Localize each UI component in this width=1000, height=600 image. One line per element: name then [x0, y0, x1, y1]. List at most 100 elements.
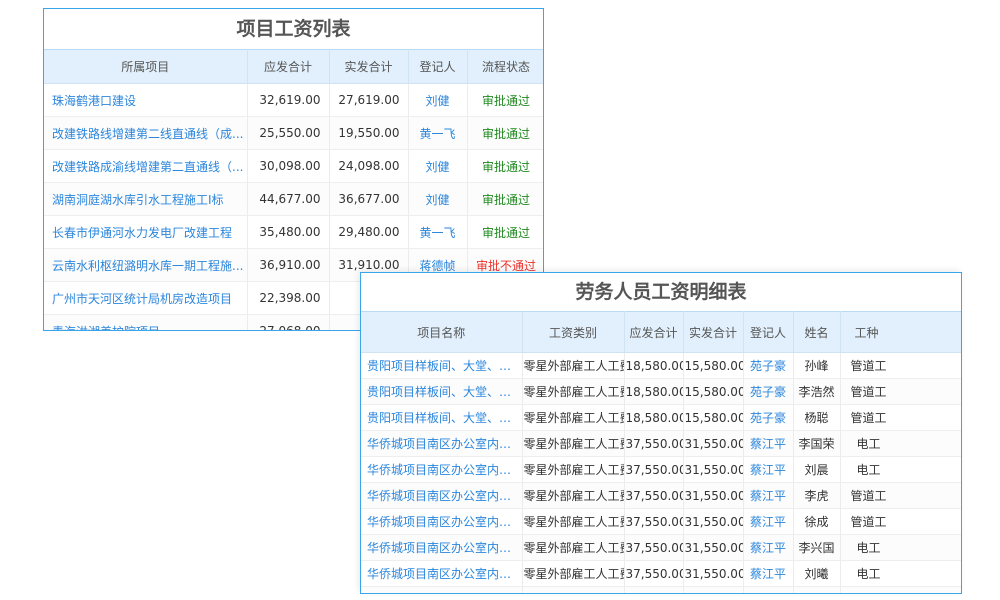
project-link[interactable]: 长春市伊通河水力发电厂改建工程 — [44, 215, 248, 249]
payable-total: 36,910.00 — [247, 248, 330, 282]
paid-total: 31,550.00 — [683, 456, 744, 483]
project-link[interactable]: 贵阳项目样板间、大堂、电梯厅装修 — [361, 378, 523, 405]
table-row[interactable]: 改建铁路成渝线增建第二直通线（... 30,098.00 24,098.00 刘健 审批… — [44, 149, 543, 183]
trade: 电工 — [840, 430, 961, 457]
trade: 电工 — [840, 586, 961, 593]
column-header[interactable]: 项目名称 — [361, 311, 523, 353]
table-row[interactable]: 华侨城项目南区办公室内装修工程零星外部雇工人工费37,550.0031,550.… — [361, 508, 961, 535]
payable-total: 32,619.00 — [247, 83, 330, 117]
table-row[interactable]: 长春市伊通河水力发电厂改建工程 35,480.00 29,480.00 黄一飞 审批通过 — [44, 215, 543, 249]
worker-name: 李兴国 — [793, 534, 841, 561]
registrar-link[interactable]: 黄一飞 — [408, 116, 468, 150]
salary-category: 零星外部雇工人工费 — [522, 482, 625, 509]
table-row[interactable]: 华侨城项目南区办公室内装修工程零星外部雇工人工费37,550.0031,550.… — [361, 534, 961, 561]
registrar-link[interactable]: 刘健 — [408, 149, 468, 183]
payable-total: 18,580.00 — [624, 378, 684, 405]
table-row[interactable]: 华侨城项目南区办公室内装修工程零星外部雇工人工费37,550.0031,550.… — [361, 560, 961, 587]
worker-name: 孙峰 — [793, 586, 841, 593]
trade: 管道工 — [840, 508, 961, 535]
project-link[interactable]: 珠海鹤港口建设 — [44, 83, 248, 117]
registrar-link[interactable]: 苑子豪 — [743, 352, 794, 379]
registrar-link[interactable]: 蔡江平 — [743, 430, 794, 457]
paid-total: 24,098.00 — [329, 149, 409, 183]
registrar-link[interactable]: 刘健 — [408, 83, 468, 117]
project-link[interactable]: 广州天河人民公园改造工程 — [361, 586, 523, 593]
table-row[interactable]: 华侨城项目南区办公室内装修工程零星外部雇工人工费37,550.0031,550.… — [361, 456, 961, 483]
project-link[interactable]: 华侨城项目南区办公室内装修工程 — [361, 508, 523, 535]
payable-total: 18,580.00 — [624, 404, 684, 431]
table-row[interactable]: 华侨城项目南区办公室内装修工程零星外部雇工人工费37,550.0031,550.… — [361, 430, 961, 457]
project-link[interactable]: 贵阳项目样板间、大堂、电梯厅装修 — [361, 352, 523, 379]
column-header[interactable]: 应发合计 — [624, 311, 684, 353]
project-link[interactable]: 湖南洞庭湖水库引水工程施工I标 — [44, 182, 248, 216]
payable-total: 37,550.00 — [624, 456, 684, 483]
paid-total: 15,580.00 — [683, 404, 744, 431]
registrar-link[interactable]: 蔡江平 — [743, 560, 794, 587]
registrar-link[interactable]: 苑子豪 — [743, 586, 794, 593]
table-row[interactable]: 华侨城项目南区办公室内装修工程零星外部雇工人工费37,550.0031,550.… — [361, 482, 961, 509]
project-link[interactable]: 华侨城项目南区办公室内装修工程 — [361, 456, 523, 483]
project-link[interactable]: 广州市天河区统计局机房改造项目 — [44, 281, 248, 315]
paid-total: 31,550.00 — [683, 430, 744, 457]
column-header[interactable]: 实发合计 — [683, 311, 744, 353]
paid-total: 36,677.00 — [329, 182, 409, 216]
project-link[interactable]: 贵阳项目样板间、大堂、电梯厅装修 — [361, 404, 523, 431]
column-header[interactable]: 所属项目 — [44, 49, 248, 84]
registrar-link[interactable]: 蔡江平 — [743, 508, 794, 535]
column-header[interactable]: 姓名 — [793, 311, 841, 353]
column-header[interactable]: 流程状态 — [467, 49, 543, 84]
status-text: 审批通过 — [467, 83, 543, 117]
paid-total: 15,580.00 — [683, 352, 744, 379]
project-link[interactable]: 改建铁路成渝线增建第二直通线（... — [44, 149, 248, 183]
project-link[interactable]: 华侨城项目南区办公室内装修工程 — [361, 534, 523, 561]
column-header[interactable]: 工种 — [840, 311, 961, 353]
column-header[interactable]: 登记人 — [743, 311, 794, 353]
panel-title: 劳务人员工资明细表 — [575, 281, 747, 303]
salary-category: 零星外部雇工人工费 — [522, 352, 625, 379]
salary-category: 零星外部雇工人工费 — [522, 456, 625, 483]
payable-total: 35,480.00 — [247, 215, 330, 249]
table-row[interactable]: 广州天河人民公园改造工程自有工人人工费39,403.0032,403.00苑子豪… — [361, 586, 961, 593]
worker-name: 刘晨 — [793, 456, 841, 483]
trade: 电工 — [840, 560, 961, 587]
payable-total: 27,068.00 — [247, 314, 330, 330]
column-header[interactable]: 工资类别 — [522, 311, 625, 353]
worker-name: 孙峰 — [793, 352, 841, 379]
payable-total: 44,677.00 — [247, 182, 330, 216]
registrar-link[interactable]: 苑子豪 — [743, 378, 794, 405]
table-row[interactable]: 贵阳项目样板间、大堂、电梯厅装修零星外部雇工人工费18,580.0015,580… — [361, 404, 961, 431]
status-text: 审批通过 — [467, 215, 543, 249]
worker-name: 杨聪 — [793, 404, 841, 431]
payable-total: 37,550.00 — [624, 560, 684, 587]
project-link[interactable]: 华侨城项目南区办公室内装修工程 — [361, 482, 523, 509]
status-text: 审批通过 — [467, 116, 543, 150]
paid-total: 32,403.00 — [683, 586, 744, 593]
project-link[interactable]: 改建铁路线增建第二线直通线（成... — [44, 116, 248, 150]
registrar-link[interactable]: 苑子豪 — [743, 404, 794, 431]
project-link[interactable]: 青海洪湖养护院项目 — [44, 314, 248, 330]
registrar-link[interactable]: 刘健 — [408, 182, 468, 216]
salary-category: 零星外部雇工人工费 — [522, 534, 625, 561]
salary-category: 零星外部雇工人工费 — [522, 404, 625, 431]
table-row[interactable]: 湖南洞庭湖水库引水工程施工I标 44,677.00 36,677.00 刘健 审批通过 — [44, 182, 543, 216]
table-row[interactable]: 珠海鹤港口建设 32,619.00 27,619.00 刘健 审批通过 — [44, 83, 543, 117]
table-row[interactable]: 贵阳项目样板间、大堂、电梯厅装修零星外部雇工人工费18,580.0015,580… — [361, 352, 961, 379]
column-header[interactable]: 实发合计 — [329, 49, 409, 84]
paid-total: 29,480.00 — [329, 215, 409, 249]
salary-category: 零星外部雇工人工费 — [522, 508, 625, 535]
project-link[interactable]: 云南水利枢纽潞明水库一期工程施... — [44, 248, 248, 282]
project-link[interactable]: 华侨城项目南区办公室内装修工程 — [361, 560, 523, 587]
salary-category: 零星外部雇工人工费 — [522, 560, 625, 587]
table-row[interactable]: 云南水利枢纽潞明水库一期工程施... 36,910.00 31,910.00 蒋德帧审… — [44, 248, 543, 282]
table-row[interactable]: 贵阳项目样板间、大堂、电梯厅装修零星外部雇工人工费18,580.0015,580… — [361, 378, 961, 405]
project-link[interactable]: 华侨城项目南区办公室内装修工程 — [361, 430, 523, 457]
worker-name: 刘曦 — [793, 560, 841, 587]
registrar-link[interactable]: 蔡江平 — [743, 534, 794, 561]
registrar-link[interactable]: 蔡江平 — [743, 482, 794, 509]
column-header[interactable]: 应发合计 — [247, 49, 330, 84]
table-row[interactable]: 改建铁路线增建第二线直通线（成... 25,550.00 19,550.00 黄一飞审… — [44, 116, 543, 150]
column-header[interactable]: 登记人 — [408, 49, 468, 84]
registrar-link[interactable]: 黄一飞 — [408, 215, 468, 249]
registrar-link[interactable]: 蔡江平 — [743, 456, 794, 483]
